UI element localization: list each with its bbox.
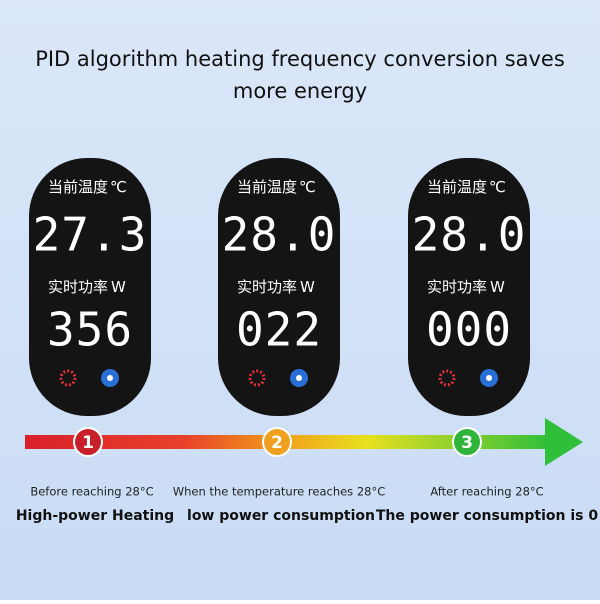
power-label-text: 实时功率 [48, 278, 108, 296]
step-heading: High-power Heating [16, 508, 174, 524]
power-label-text: 实时功率 [427, 278, 487, 296]
title: PID algorithm heating frequency conversi… [35, 47, 565, 71]
power-value: 000 [426, 303, 512, 357]
heat-icon [59, 369, 77, 387]
step-caption: Before reaching 28°C [30, 485, 153, 499]
display-panel [218, 158, 340, 416]
power-unit: W [490, 278, 505, 296]
power-label-text: 实时功率 [237, 278, 297, 296]
heat-icon [438, 369, 456, 387]
step-number: 3 [461, 433, 473, 453]
step-badge [73, 427, 103, 457]
step-caption: When the temperature reaches 28°C [173, 485, 386, 499]
step-heading: The power consumption is 0 [376, 508, 598, 524]
title: more energy [233, 79, 367, 103]
temp-label: 当前温度 ℃ [427, 178, 506, 196]
power-unit: W [111, 278, 126, 296]
temp-value: 28.0 [412, 208, 527, 262]
step-badge [452, 427, 482, 457]
temp-unit: ℃ [299, 178, 316, 196]
arrow-head [545, 418, 583, 466]
fan-hub [486, 375, 492, 381]
temp-unit: ℃ [110, 178, 127, 196]
display-panel [408, 158, 530, 416]
temp-label-text: 当前温度 [427, 178, 487, 196]
power-value: 356 [47, 303, 133, 357]
temp-label-text: 当前温度 [237, 178, 297, 196]
display-panel [29, 158, 151, 416]
temp-label-text: 当前温度 [48, 178, 108, 196]
step-number: 2 [271, 433, 283, 453]
power-unit: W [300, 278, 315, 296]
power-label: 实时功率 W [237, 278, 315, 296]
power-label: 实时功率 W [427, 278, 505, 296]
fan-hub [107, 375, 113, 381]
step-caption: After reaching 28°C [430, 485, 543, 499]
fan-hub [296, 375, 302, 381]
temp-unit: ℃ [489, 178, 506, 196]
power-value: 022 [236, 303, 322, 357]
temp-value: 27.3 [33, 208, 148, 262]
power-label: 实时功率 W [48, 278, 126, 296]
step-heading: low power consumption [187, 508, 375, 524]
heat-icon [248, 369, 266, 387]
temp-label: 当前温度 ℃ [48, 178, 127, 196]
temp-value: 28.0 [222, 208, 337, 262]
temp-label: 当前温度 ℃ [237, 178, 316, 196]
step-badge [262, 427, 292, 457]
step-number: 1 [82, 433, 94, 453]
